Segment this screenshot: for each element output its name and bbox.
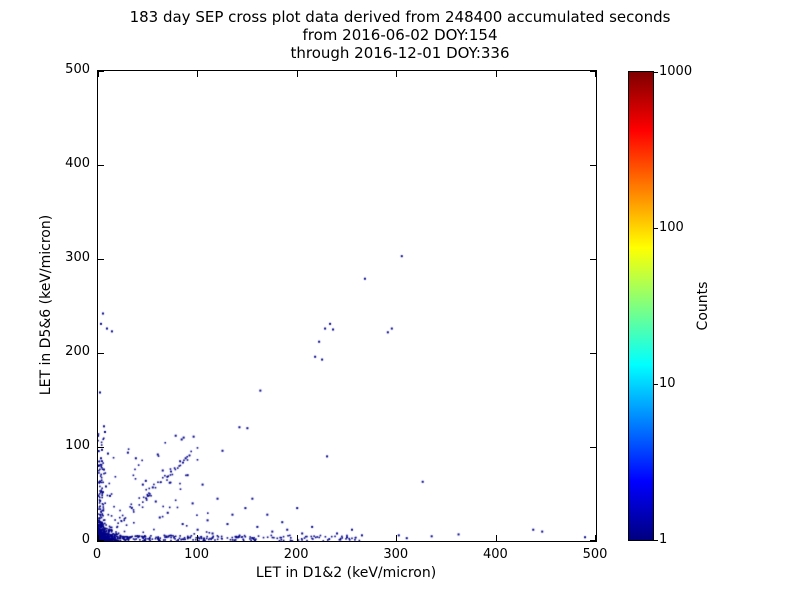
y-tick-mark — [590, 540, 596, 541]
colorbar-tick-label: 1 — [659, 532, 668, 547]
y-tick-label: 400 — [65, 156, 90, 171]
y-tick-mark — [590, 446, 596, 448]
y-tick-mark — [590, 258, 596, 260]
x-tick-mark — [495, 71, 497, 77]
title-line-3: through 2016-12-01 DOY:336 — [290, 44, 510, 62]
x-tick-mark — [98, 535, 99, 541]
y-tick-mark — [98, 446, 104, 448]
x-tick-label: 400 — [482, 547, 508, 562]
y-tick-label: 100 — [65, 438, 90, 453]
x-tick-mark — [396, 71, 398, 77]
colorbar-label: Counts — [695, 281, 711, 331]
colorbar-tick-mark — [654, 227, 658, 229]
y-tick-label: 300 — [65, 250, 90, 265]
y-tick-mark — [98, 164, 104, 166]
x-tick-label: 200 — [283, 547, 309, 562]
y-axis-label: LET in D5&6 (keV/micron) — [38, 214, 54, 396]
chart-title: 183 day SEP cross plot data derived from… — [0, 8, 800, 62]
colorbar-tick-mark — [654, 383, 658, 385]
x-tick-mark — [197, 71, 199, 77]
scatter-canvas — [98, 71, 596, 541]
plot-area — [97, 70, 597, 542]
y-tick-label: 0 — [81, 532, 90, 547]
colorbar — [628, 71, 654, 541]
x-tick-label: 100 — [184, 547, 209, 562]
x-tick-mark — [495, 535, 497, 541]
y-tick-mark — [590, 352, 596, 354]
colorbar-tick-label: 1000 — [659, 64, 693, 79]
x-tick-mark — [595, 71, 596, 77]
y-tick-mark — [590, 71, 596, 72]
colorbar-gradient — [629, 72, 653, 540]
y-tick-label: 500 — [65, 62, 90, 77]
colorbar-tick-mark — [654, 539, 658, 541]
x-tick-mark — [396, 535, 398, 541]
y-tick-label: 200 — [65, 344, 90, 359]
y-tick-mark — [98, 352, 104, 354]
y-tick-mark — [98, 540, 104, 541]
y-tick-mark — [98, 71, 104, 72]
y-tick-mark — [590, 164, 596, 166]
colorbar-tick-label: 10 — [659, 376, 676, 391]
y-tick-mark — [98, 258, 104, 260]
x-tick-mark — [595, 535, 596, 541]
colorbar-tick-mark — [654, 71, 658, 73]
x-tick-mark — [296, 71, 298, 77]
x-axis-label: LET in D1&2 (keV/micron) — [255, 565, 437, 581]
x-tick-mark — [98, 71, 99, 77]
x-tick-mark — [197, 535, 199, 541]
x-tick-mark — [296, 535, 298, 541]
x-tick-label: 0 — [92, 547, 102, 562]
title-line-1: 183 day SEP cross plot data derived from… — [129, 8, 671, 26]
colorbar-tick-label: 100 — [659, 220, 684, 235]
x-tick-label: 500 — [582, 547, 608, 562]
title-line-2: from 2016-06-02 DOY:154 — [302, 26, 498, 44]
x-tick-label: 300 — [383, 547, 409, 562]
